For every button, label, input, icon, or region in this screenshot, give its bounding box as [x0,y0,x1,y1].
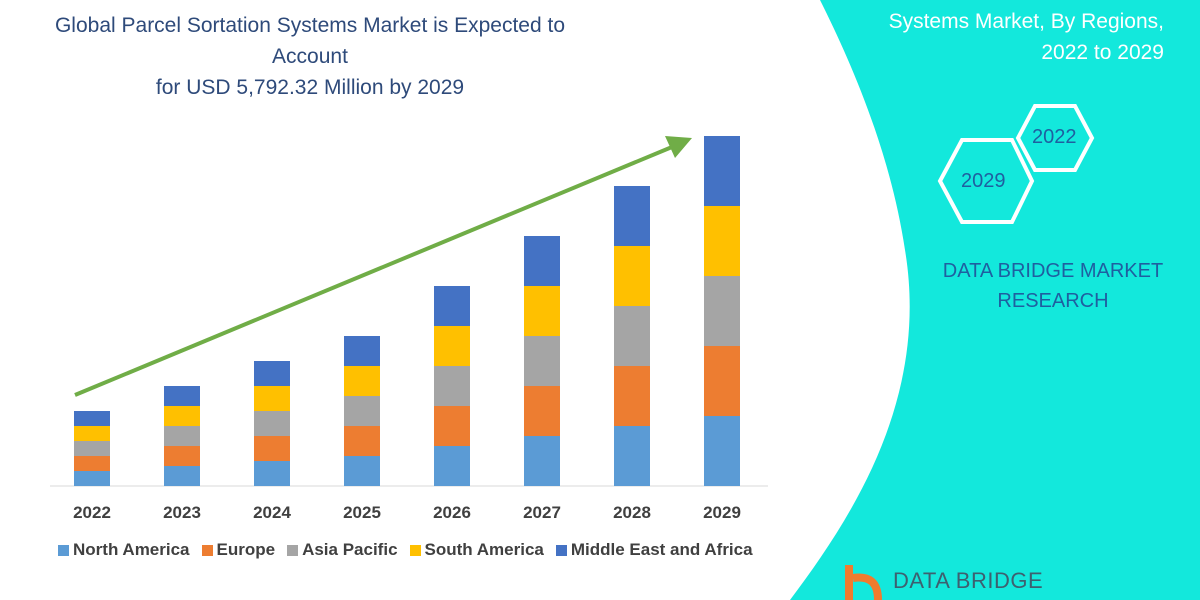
x-tick-label: 2023 [163,503,201,522]
x-tick-label: 2027 [523,503,561,522]
x-tick-label: 2022 [73,503,111,522]
bar-2022-asia-pacific [74,441,110,456]
bar-2028-south-america [614,246,650,306]
bar-2027-south-america [524,286,560,336]
legend-item: Asia Pacific [287,540,398,560]
bar-2025-asia-pacific [344,396,380,426]
hex-label-2022: 2022 [1032,126,1077,148]
bar-2028-europe [614,366,650,426]
legend-swatch [287,544,299,556]
legend-label: Middle East and Africa [570,540,753,559]
bar-2022-north-america [74,471,110,486]
hex-label-2029: 2029 [961,170,1006,192]
bar-2028-north-america [614,426,650,486]
logo-mark [845,565,882,600]
legend-swatch [201,544,213,556]
bar-2027-north-america [524,436,560,486]
bar-2027-europe [524,386,560,436]
bar-2029-north-america [704,416,740,486]
bar-2023-south-america [164,406,200,426]
legend-label: Europe [216,540,276,559]
x-tick-label: 2028 [613,503,651,522]
legend-item: North America [58,540,190,560]
legend-swatch [555,544,567,556]
bar-2024-north-america [254,461,290,486]
bar-2029-south-america [704,206,740,276]
legend-item: South America [409,540,544,560]
legend-label: Asia Pacific [302,540,398,559]
x-tick-label: 2026 [433,503,471,522]
legend-swatch [409,544,421,556]
bar-2026-north-america [434,446,470,486]
bar-2022-south-america [74,426,110,441]
legend-item: Europe [201,540,276,560]
legend: North America Europe Asia Pacific South Ame… [58,540,753,560]
side-panel-background [790,0,1200,600]
chart-title: Global Parcel Sortation Systems Market i… [40,10,580,103]
bar-2024-asia-pacific [254,411,290,436]
bar-2026-europe [434,406,470,446]
hexagon-2022 [1015,104,1095,172]
bar-2023-middle-east-and-africa [164,386,200,406]
bar-2027-middle-east-and-africa [524,236,560,286]
bar-2029-europe [704,346,740,416]
bar-2023-north-america [164,466,200,486]
legend-label: South America [424,540,544,559]
side-panel-title: Systems Market, By Regions, 2022 to 2029 [804,6,1164,68]
bar-2029-asia-pacific [704,276,740,346]
bar-2024-middle-east-and-africa [254,361,290,386]
bar-2026-middle-east-and-africa [434,286,470,326]
side-title-line-1: Systems Market, By Regions, [888,10,1164,33]
bar-2023-europe [164,446,200,466]
chart-title-line-2: for USD 5,792.32 Million by 2029 [155,76,465,99]
bar-2024-south-america [254,386,290,411]
brand-name: DATA BRIDGE MARKET RESEARCH [920,256,1186,316]
bar-2025-europe [344,426,380,456]
hexagon-2029 [937,138,1035,224]
brand-line-1: DATA BRIDGE MARKET [942,260,1164,282]
brand-line-2: RESEARCH [997,290,1109,312]
chart-title-line-1: Global Parcel Sortation Systems Market i… [54,14,566,68]
x-tick-label: 2029 [703,503,741,522]
bar-2027-asia-pacific [524,336,560,386]
logo-text: DATA BRIDGE [893,568,1044,593]
bar-2022-europe [74,456,110,471]
trend-arrow [74,136,692,397]
bar-2024-europe [254,436,290,461]
bar-2026-asia-pacific [434,366,470,406]
bar-2025-middle-east-and-africa [344,336,380,366]
bar-2028-asia-pacific [614,306,650,366]
x-tick-label: 2024 [253,503,291,522]
side-title-line-2: 2022 to 2029 [1041,41,1164,64]
legend-item: Middle East and Africa [555,540,753,560]
bar-2028-middle-east-and-africa [614,186,650,246]
x-tick-label: 2025 [343,503,381,522]
bar-2023-asia-pacific [164,426,200,446]
bar-2025-north-america [344,456,380,486]
legend-label: North America [73,540,190,559]
bar-2029-middle-east-and-africa [704,136,740,206]
bar-2026-south-america [434,326,470,366]
legend-swatch [58,544,69,556]
bar-2022-middle-east-and-africa [74,411,110,426]
bar-2025-south-america [344,366,380,396]
